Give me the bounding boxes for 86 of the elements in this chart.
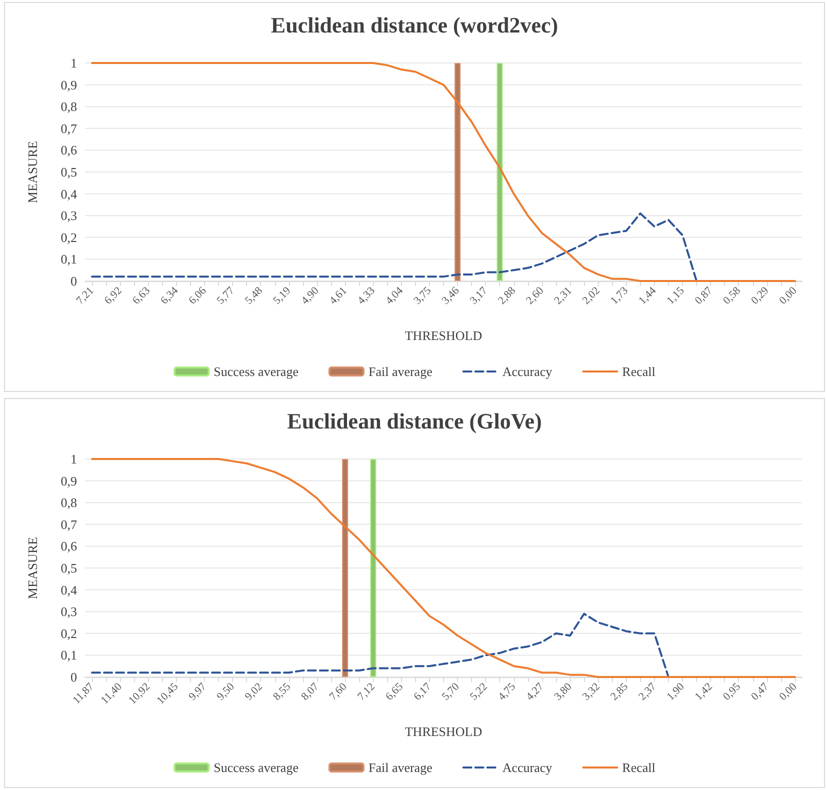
x-tick-label: 8,07 — [299, 680, 322, 703]
x-tick-label: 0,58 — [720, 284, 744, 307]
x-tick-label: 4,75 — [496, 680, 518, 703]
x-tick-label: 4,27 — [524, 680, 547, 703]
x-tick-label: 7,21 — [74, 284, 96, 307]
x-axis-title: THRESHOLD — [404, 328, 482, 343]
x-tick-label: 5,77 — [214, 284, 238, 307]
y-tick-label: 0,4 — [60, 582, 78, 598]
line-series — [91, 62, 796, 282]
y-tick-label: 0,6 — [60, 142, 78, 158]
x-tick-label: 3,46 — [440, 284, 462, 307]
y-tick-label: 0 — [70, 274, 77, 288]
x-tick-label: 2,88 — [496, 284, 518, 307]
y-tick-label: 0,5 — [60, 560, 77, 576]
x-tick-label: 0,00 — [777, 680, 800, 703]
x-tick-label: 4,61 — [327, 284, 350, 307]
x-tick-label: 0,29 — [749, 284, 772, 307]
x-tick-label: 9,97 — [186, 680, 210, 703]
y-tick-label: 1 — [70, 56, 77, 70]
x-tick-label: 2,02 — [580, 284, 602, 307]
x-tick-label: 9,02 — [242, 680, 265, 703]
y-tick-label: 1 — [70, 452, 77, 466]
x-tick-label: 3,80 — [552, 680, 575, 703]
y-tick-label: 0,5 — [60, 164, 77, 180]
x-tick-label: 6,65 — [383, 680, 406, 703]
chart-title: Euclidean distance (word2vec) — [270, 12, 558, 38]
y-tick-label: 0,8 — [60, 495, 77, 510]
x-tick-label: 6,92 — [102, 284, 124, 307]
x-axis-title: THRESHOLD — [404, 724, 482, 739]
x-tick-label: 3,75 — [412, 284, 434, 307]
x-tick-label: 4,33 — [355, 284, 378, 307]
chart-title: Euclidean distance (GloVe) — [287, 408, 542, 434]
x-tick-label: 2,85 — [608, 680, 631, 703]
x-tick-label: 4,04 — [383, 284, 406, 307]
line-series — [91, 458, 796, 678]
y-tick-label: 0,8 — [60, 99, 77, 114]
y-tick-label: 0,1 — [60, 252, 77, 267]
x-tick-label: 1,73 — [608, 284, 631, 307]
x-tick-label: 5,22 — [468, 680, 490, 703]
x-tick-label: 0,00 — [777, 284, 800, 307]
y-tick-label: 0,4 — [60, 186, 78, 202]
x-tick-label: 1,15 — [664, 284, 688, 307]
y-tick-label: 0,7 — [60, 516, 78, 532]
x-tick-label: 0,87 — [692, 284, 716, 307]
x-tick-label: 8,55 — [271, 680, 294, 703]
x-tick-label: 4,90 — [299, 284, 322, 307]
legend-label: Fail average — [368, 364, 433, 379]
x-tick-label: 2,60 — [524, 284, 547, 307]
y-tick-label: 0 — [70, 670, 77, 684]
legend-label: Recall — [622, 760, 656, 775]
legend-label: Success average — [214, 364, 299, 379]
x-tick-label: 5,48 — [242, 284, 266, 307]
x-tick-label: 1,42 — [692, 680, 715, 703]
x-tick-label: 6,17 — [412, 680, 434, 703]
x-tick-label: 9,50 — [214, 680, 238, 703]
y-tick-label: 0,7 — [60, 120, 78, 136]
x-tick-label: 2,37 — [636, 680, 659, 703]
legend-label: Accuracy — [502, 364, 553, 379]
x-tick-label: 1,44 — [636, 284, 659, 307]
legend-label: Recall — [622, 364, 656, 379]
legend-label: Fail average — [368, 760, 433, 775]
x-tick-label: 2,31 — [552, 284, 574, 307]
x-tick-label: 6,34 — [158, 284, 181, 307]
x-tick-label: 6,63 — [130, 284, 153, 307]
x-tick-label: 7,12 — [355, 680, 378, 703]
x-tick-label: 3,32 — [580, 680, 602, 703]
y-tick-label: 0,3 — [60, 604, 77, 620]
x-tick-label: 5,19 — [271, 284, 294, 307]
y-tick-label: 0,6 — [60, 538, 78, 554]
x-tick-label: 7,60 — [327, 680, 350, 703]
x-tick-label: 5,70 — [440, 680, 462, 703]
y-tick-label: 0,3 — [60, 208, 77, 224]
y-tick-label: 0,9 — [60, 77, 77, 92]
legend-label: Accuracy — [502, 760, 553, 775]
x-tick-label: 0,47 — [749, 680, 772, 703]
y-axis-title: MEASURE — [25, 536, 40, 600]
y-tick-label: 0,1 — [60, 648, 77, 663]
x-tick-label: 3,17 — [468, 284, 490, 307]
legend-label: Success average — [214, 760, 299, 775]
x-tick-label: 6,06 — [186, 284, 210, 307]
y-tick-label: 0,2 — [60, 230, 77, 245]
x-tick-label: 0,95 — [720, 680, 744, 703]
y-axis-title: MEASURE — [25, 140, 40, 204]
y-tick-label: 0,2 — [60, 626, 77, 641]
y-tick-label: 0,9 — [60, 473, 77, 488]
x-tick-label: 1,90 — [664, 680, 688, 703]
